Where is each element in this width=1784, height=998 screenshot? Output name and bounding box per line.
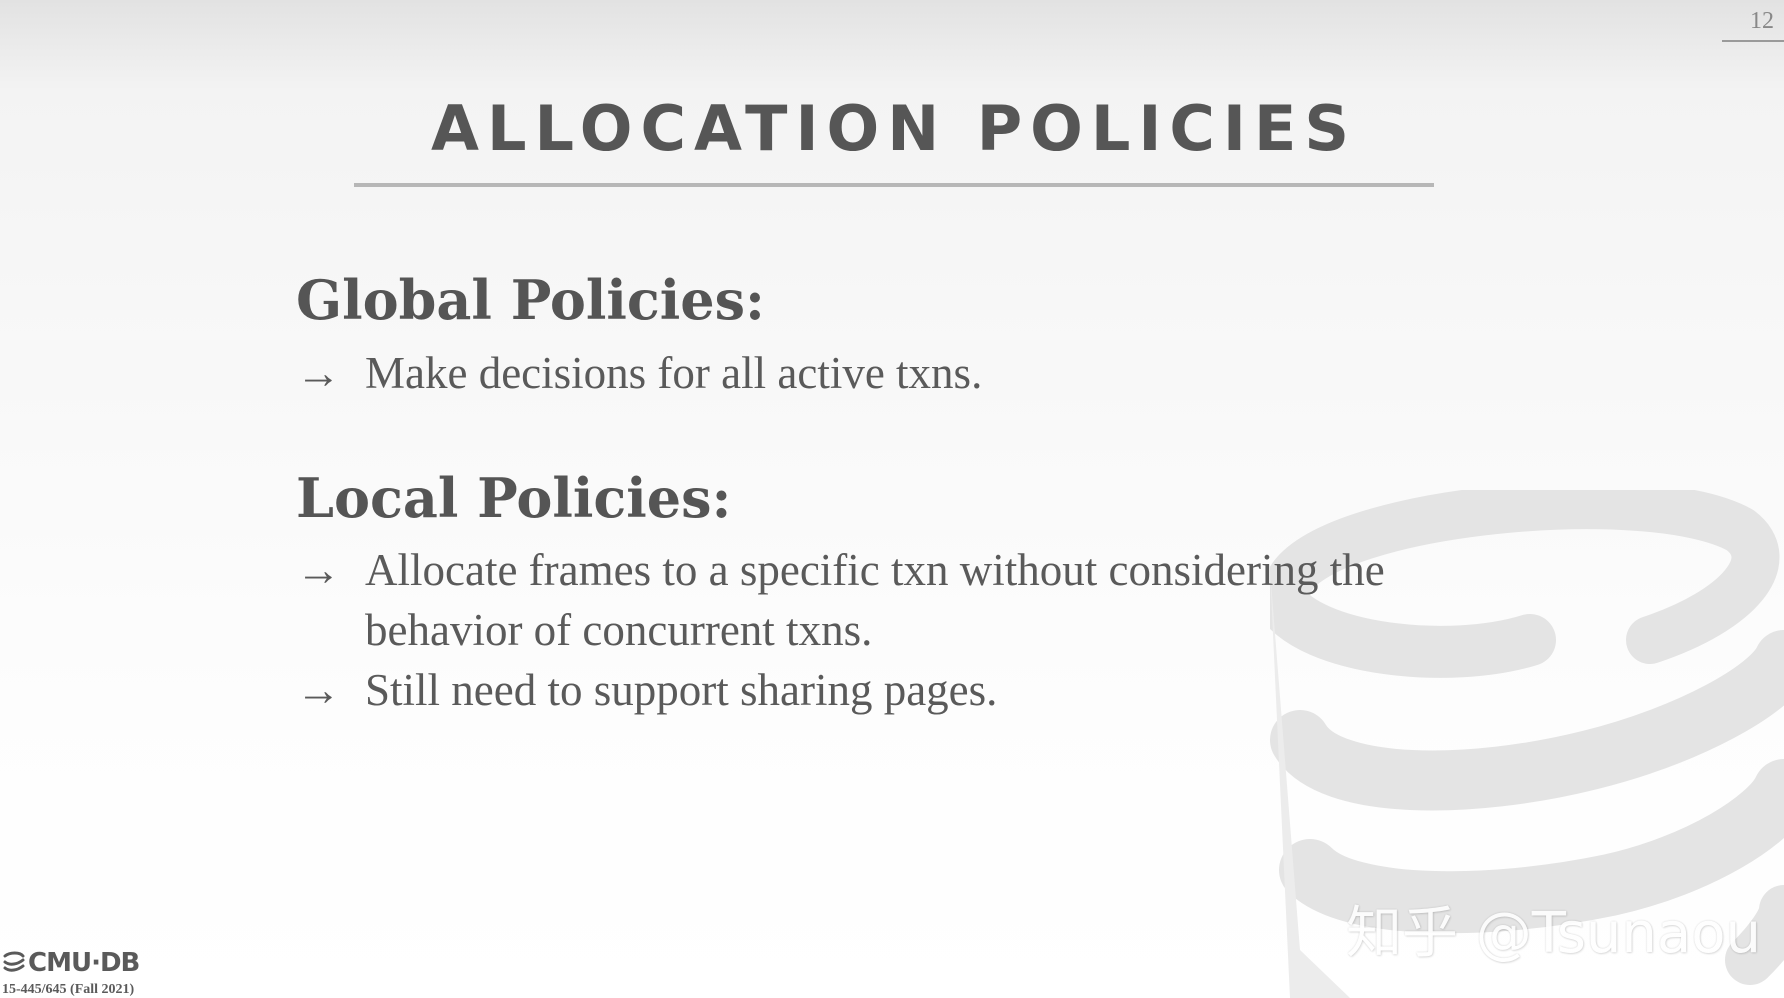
logo-text: CMU·DB (28, 948, 140, 978)
global-policies-heading: Global Policies: (296, 268, 765, 332)
cmu-db-logo: CMU·DB (2, 948, 140, 978)
bullet-item: → Allocate frames to a specific txn with… (296, 540, 1496, 660)
database-watermark-icon (1270, 490, 1784, 998)
zhihu-watermark: 知乎 @Tsunaou (1346, 901, 1761, 966)
bullet-item: → Still need to support sharing pages. (296, 660, 997, 720)
course-label: 15-445/645 (Fall 2021) (2, 982, 135, 997)
arrow-icon: → (296, 348, 341, 398)
database-logo-icon (3, 951, 25, 972)
bullet-text: Still need to support sharing pages. (365, 665, 998, 715)
bullet-text: Allocate frames to a specific txn withou… (365, 545, 1385, 655)
bullet-item: → Make decisions for all active txns. (296, 343, 982, 403)
arrow-icon: → (296, 665, 341, 715)
local-policies-heading: Local Policies: (296, 466, 732, 530)
slide-title: ALLOCATION POLICIES (430, 92, 1357, 165)
slide-number-divider (1722, 40, 1784, 42)
arrow-icon: → (296, 545, 341, 595)
title-divider (354, 183, 1434, 187)
bullet-text: Make decisions for all active txns. (365, 348, 983, 398)
slide-number: 12 (1750, 8, 1774, 34)
